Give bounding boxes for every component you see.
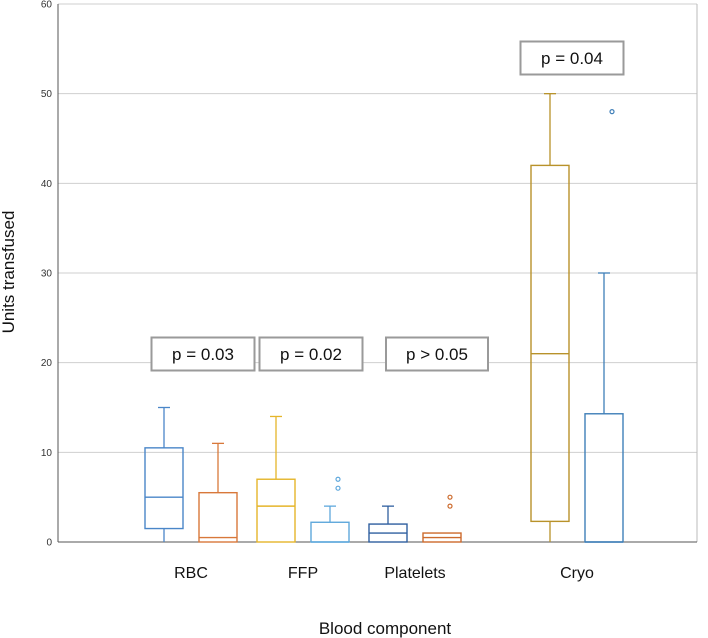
p-value-box: p = 0.02 xyxy=(258,336,364,372)
box-iqr xyxy=(310,521,350,543)
x-tick-label: FFP xyxy=(288,565,318,582)
box-cryo-2 xyxy=(584,108,624,543)
annotation-frame xyxy=(150,336,256,372)
y-tick-label: 30 xyxy=(41,269,53,280)
y-tick-label: 0 xyxy=(46,538,52,549)
x-axis-categories: RBC FFP Platelets Cryo xyxy=(174,565,594,582)
box-iqr xyxy=(144,447,184,530)
annotation-frame xyxy=(258,336,364,372)
box-iqr xyxy=(530,164,570,523)
box-iqr xyxy=(198,491,238,543)
p-value-label: p = 0.04 xyxy=(541,49,603,68)
box-iqr xyxy=(256,478,296,543)
p-value-box: p > 0.05 xyxy=(385,336,489,372)
p-value-box: p = 0.03 xyxy=(150,336,256,372)
box-rbc-1 xyxy=(144,406,184,542)
y-tick-label: 10 xyxy=(41,448,53,459)
p-value-label: p > 0.05 xyxy=(406,345,468,364)
x-tick-label: Platelets xyxy=(384,565,445,582)
x-axis-title: Blood component xyxy=(319,619,452,638)
box-platelets-1 xyxy=(368,505,408,543)
y-axis-title: Units transfused xyxy=(0,211,18,334)
box-platelets-2 xyxy=(422,494,462,543)
outlier-point xyxy=(447,494,453,500)
annotation-frame xyxy=(385,336,489,372)
box-ffp-2 xyxy=(310,476,350,543)
box-series xyxy=(144,93,624,543)
p-value-box: p = 0.04 xyxy=(519,40,625,76)
outlier-point xyxy=(335,485,341,491)
box-ffp-1 xyxy=(256,415,296,543)
box-cryo-1 xyxy=(530,93,570,542)
annotation-frame xyxy=(519,40,625,76)
x-tick-label: Cryo xyxy=(560,565,594,582)
outlier-point xyxy=(447,503,453,509)
box-iqr xyxy=(584,413,624,543)
x-tick-label: RBC xyxy=(174,565,208,582)
outlier-point xyxy=(335,476,341,482)
outlier-point xyxy=(609,108,615,115)
p-value-annotations: p = 0.03 p = 0.02 p > 0.05 p = 0.04 xyxy=(150,40,625,372)
p-value-label: p = 0.02 xyxy=(280,345,342,364)
y-tick-label: 20 xyxy=(41,358,53,369)
y-tick-label: 40 xyxy=(41,179,53,190)
y-axis: 0 10 20 30 40 50 60 xyxy=(41,0,698,549)
p-value-label: p = 0.03 xyxy=(172,345,234,364)
y-tick-label: 50 xyxy=(41,89,53,100)
y-tick-label: 60 xyxy=(41,0,53,11)
box-rbc-2 xyxy=(198,442,238,543)
